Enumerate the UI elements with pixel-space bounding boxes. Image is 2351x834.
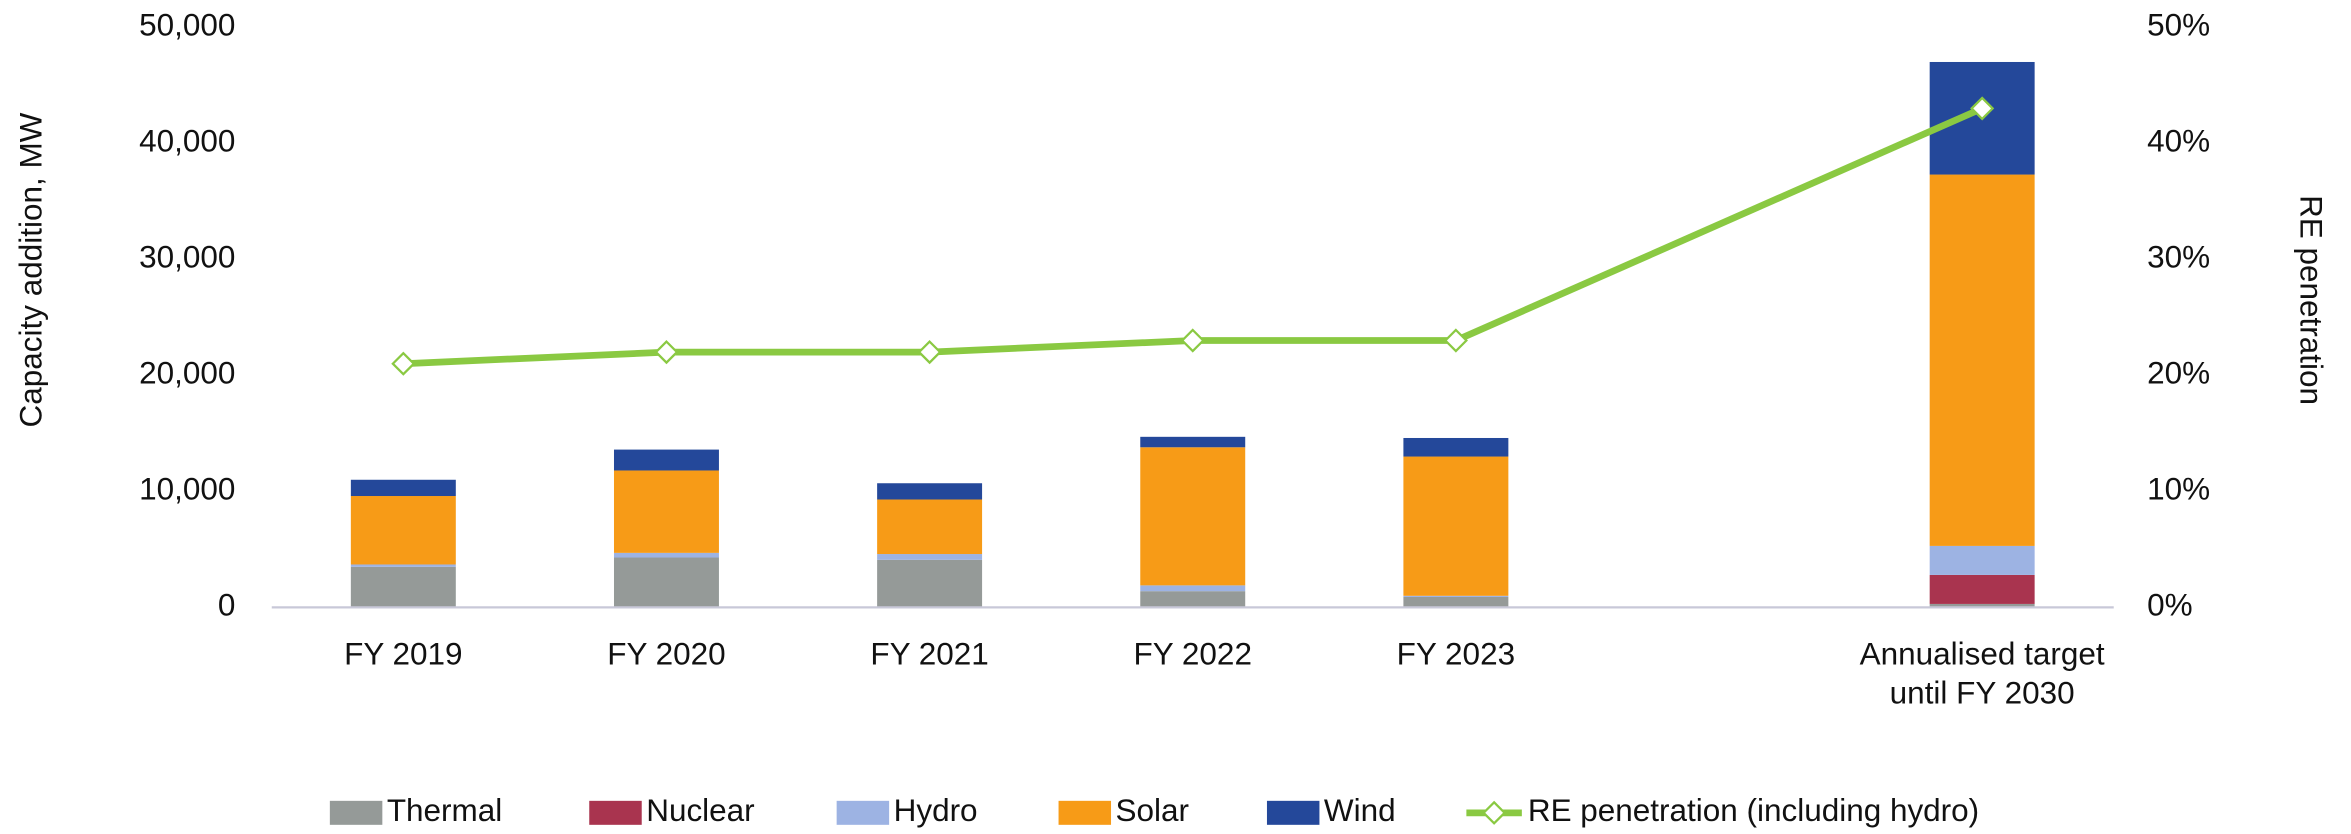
bar-segment (613, 470, 719, 553)
bar-segment (350, 564, 456, 567)
bar-segment (350, 566, 456, 608)
x-tick-label: FY 2021 (870, 637, 989, 672)
bar-segment (1929, 574, 2035, 604)
legend-label: Solar (1116, 793, 1189, 828)
line-marker (1180, 328, 1205, 353)
y2-tick-label: 20% (2147, 356, 2210, 391)
bar-segment (350, 496, 456, 565)
bar-segment (877, 483, 983, 500)
legend-swatch (1058, 800, 1112, 825)
y2-tick-label: 10% (2147, 472, 2210, 507)
line-marker (391, 351, 416, 376)
y-tick-label: 50,000 (139, 7, 235, 42)
line-marker (1970, 96, 1995, 121)
line-marker (654, 340, 679, 365)
bar-segment (1140, 585, 1246, 592)
line-segment (403, 348, 667, 368)
y2-tick-label: 50% (2147, 7, 2210, 42)
bar-segment (1929, 603, 2035, 608)
x-tick-label: FY 2023 (1396, 637, 1516, 672)
bar-segment (613, 557, 719, 608)
line-marker (917, 340, 942, 365)
bar-segment (1403, 595, 1509, 597)
x-tick-label: FY 2020 (607, 637, 726, 672)
bar-segment (1140, 447, 1246, 586)
y2-tick-label: 40% (2147, 124, 2210, 159)
legend-marker (1482, 800, 1507, 825)
legend-label: RE penetration (including hydro) (1528, 793, 1979, 828)
y2-axis-title: RE penetration (2294, 195, 2329, 405)
line-segment (929, 337, 1193, 356)
x-tick-label: FY 2019 (344, 637, 463, 672)
bar-segment (613, 449, 719, 471)
bar-segment (1140, 591, 1246, 608)
x-tick-label-box: Annualised target until FY 2030 (1859, 637, 2105, 712)
legend-swatch (589, 800, 642, 825)
bar-segment (1140, 436, 1246, 448)
legend-label: Thermal (387, 793, 502, 828)
x-tick-label-box: FY 2019 (344, 637, 463, 672)
bar-segment (613, 552, 719, 558)
bar-segment (1403, 456, 1509, 596)
y-tick-label: 10,000 (139, 472, 235, 507)
bar-segment (877, 554, 983, 560)
legend-swatch (1266, 800, 1320, 825)
line-marker (1443, 328, 1468, 353)
bar-segment (877, 499, 983, 555)
x-tick-label-box: FY 2020 (607, 637, 726, 672)
x-tick-label-box: FY 2022 (1133, 637, 1252, 672)
legend-label: Wind (1324, 793, 1396, 828)
y2-tick-label: 30% (2147, 240, 2210, 275)
y-tick-label: 40,000 (139, 124, 235, 159)
bar-segment (1403, 437, 1509, 457)
x-tick-label-box: FY 2021 (870, 637, 989, 672)
x-tick-label-box: FY 2023 (1396, 637, 1516, 672)
x-tick-label: FY 2022 (1133, 637, 1252, 672)
legend-label: Nuclear (646, 793, 754, 828)
y-tick-label: 20,000 (139, 356, 235, 391)
y-axis-title: Capacity addition, MW (13, 112, 48, 427)
legend-swatch (836, 800, 890, 825)
bar-segment (1403, 596, 1509, 608)
bar-segment (877, 559, 983, 608)
y2-tick-label: 0% (2147, 588, 2192, 623)
bar-segment (350, 479, 456, 497)
line-segment (1454, 105, 1984, 344)
bar-segment (1929, 174, 2035, 546)
bar-segment (1929, 545, 2035, 575)
y-tick-label: 0 (218, 588, 236, 623)
y-tick-label: 30,000 (139, 240, 235, 275)
x-tick-label: Annualised target until FY 2030 (1859, 637, 2105, 712)
legend-label: Hydro (894, 793, 978, 828)
legend-swatch (329, 800, 383, 825)
